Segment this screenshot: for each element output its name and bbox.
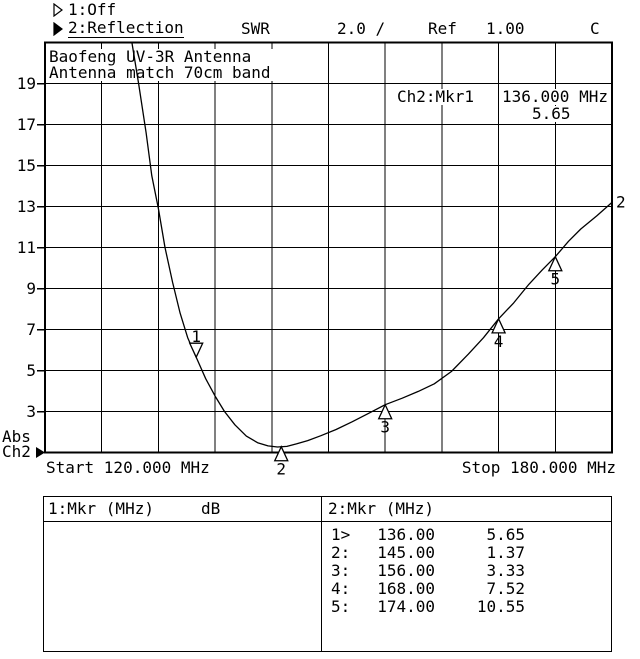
marker-table-header-divider	[44, 521, 611, 522]
channel-label: Ch2	[2, 442, 31, 461]
marker-readout-channel: Ch2:Mkr1	[395, 87, 477, 106]
marker-triangle-up-icon	[377, 403, 393, 420]
marker-number-label: 3	[380, 418, 390, 437]
marker-triangle-down-icon	[188, 342, 204, 359]
marker-table-panel-divider	[321, 497, 322, 651]
stop-frequency-label: Stop 180.000 MHz	[461, 458, 616, 477]
format-label: SWR	[241, 19, 270, 38]
trace-number-label: 2	[616, 192, 626, 211]
y-axis-tick-label: 3	[26, 401, 36, 421]
ref-value: 1.00	[486, 19, 525, 38]
marker-table-left-unit: dB	[201, 499, 221, 518]
y-axis-tick-label: 5	[26, 360, 36, 380]
marker-table-row: 3: 156.00 3.33	[44, 563, 611, 581]
marker-row-number: 4:	[331, 579, 351, 598]
scale-per-div: 2.0 /	[337, 19, 386, 38]
trace1-status: 1:Off	[53, 2, 116, 18]
marker-triangle-up-icon	[491, 317, 507, 334]
marker-number-label: 4	[494, 332, 504, 351]
marker-row-number: 2:	[331, 543, 351, 562]
marker-4: 4	[491, 317, 507, 351]
marker-table-row: 1> 136.00 5.65	[44, 527, 611, 545]
abs-label: Abs	[2, 427, 31, 446]
marker-1: 1	[188, 327, 204, 359]
marker-row-frequency: 156.00	[377, 561, 435, 580]
marker-5: 5	[547, 255, 563, 289]
marker-table: 1:Mkr (MHz) dB 2:Mkr (MHz) 1> 136.00 5.65 2…	[43, 496, 612, 652]
marker-row-value: 3.33	[486, 561, 525, 580]
marker-3: 3	[377, 403, 393, 437]
marker-row-value: 7.52	[486, 579, 525, 598]
trace2-status: 2:Reflection	[53, 20, 184, 38]
marker-table-row: 4: 168.00 7.52	[44, 581, 611, 599]
y-axis-tick-label: 13	[16, 196, 36, 216]
marker-row-frequency: 136.00	[377, 525, 435, 544]
reference-pointer-icon	[36, 447, 45, 458]
trace1-label: 1:Off	[68, 0, 117, 19]
cal-indicator: C	[590, 19, 600, 38]
marker-row-frequency: 174.00	[377, 597, 435, 616]
y-axis-tick-label: 19	[16, 73, 36, 93]
marker-triangle-up-icon	[547, 255, 563, 272]
y-axis-tick-label: 17	[16, 114, 36, 134]
start-frequency-label: Start 120.000 MHz	[46, 458, 210, 477]
y-axis-tick-label: 9	[26, 278, 36, 298]
marker-2: 2	[273, 445, 289, 479]
marker-row-number: 3:	[331, 561, 351, 580]
trace2-pointer-icon	[53, 22, 63, 36]
marker-row-value: 1.37	[486, 543, 525, 562]
marker-number-label: 1	[191, 327, 201, 346]
marker-readout-value: 5.65	[530, 104, 573, 123]
marker-row-value: 10.55	[476, 597, 525, 616]
marker-row-number: 5:	[331, 597, 351, 616]
marker-table-left-header: 1:Mkr (MHz)	[48, 499, 154, 518]
chart-title-line2: Antenna match 70cm band	[49, 63, 271, 82]
marker-row-value: 5.65	[486, 525, 525, 544]
trace1-pointer-icon	[53, 3, 63, 17]
marker-triangle-up-icon	[273, 445, 289, 462]
y-axis-tick-label: 11	[16, 237, 36, 257]
y-axis-tick-label: 15	[16, 155, 36, 175]
marker-number-label: 5	[550, 270, 560, 289]
ref-label: Ref	[428, 19, 457, 38]
marker-table-row: 5: 174.00 10.55	[44, 599, 611, 617]
marker-row-frequency: 168.00	[377, 579, 435, 598]
y-axis-tick-label: 7	[26, 319, 36, 339]
marker-readout-frequency: 136.000 MHz	[500, 87, 610, 106]
marker-row-number: 1>	[331, 525, 351, 544]
marker-table-row: 2: 145.00 1.37	[44, 545, 611, 563]
marker-table-right-header: 2:Mkr (MHz)	[328, 499, 434, 518]
trace2-label: 2:Reflection	[68, 18, 184, 38]
chart-title: Baofeng UV-3R Antenna Antenna match 70cm …	[47, 49, 273, 81]
marker-number-label: 2	[276, 460, 286, 479]
marker-row-frequency: 145.00	[377, 543, 435, 562]
